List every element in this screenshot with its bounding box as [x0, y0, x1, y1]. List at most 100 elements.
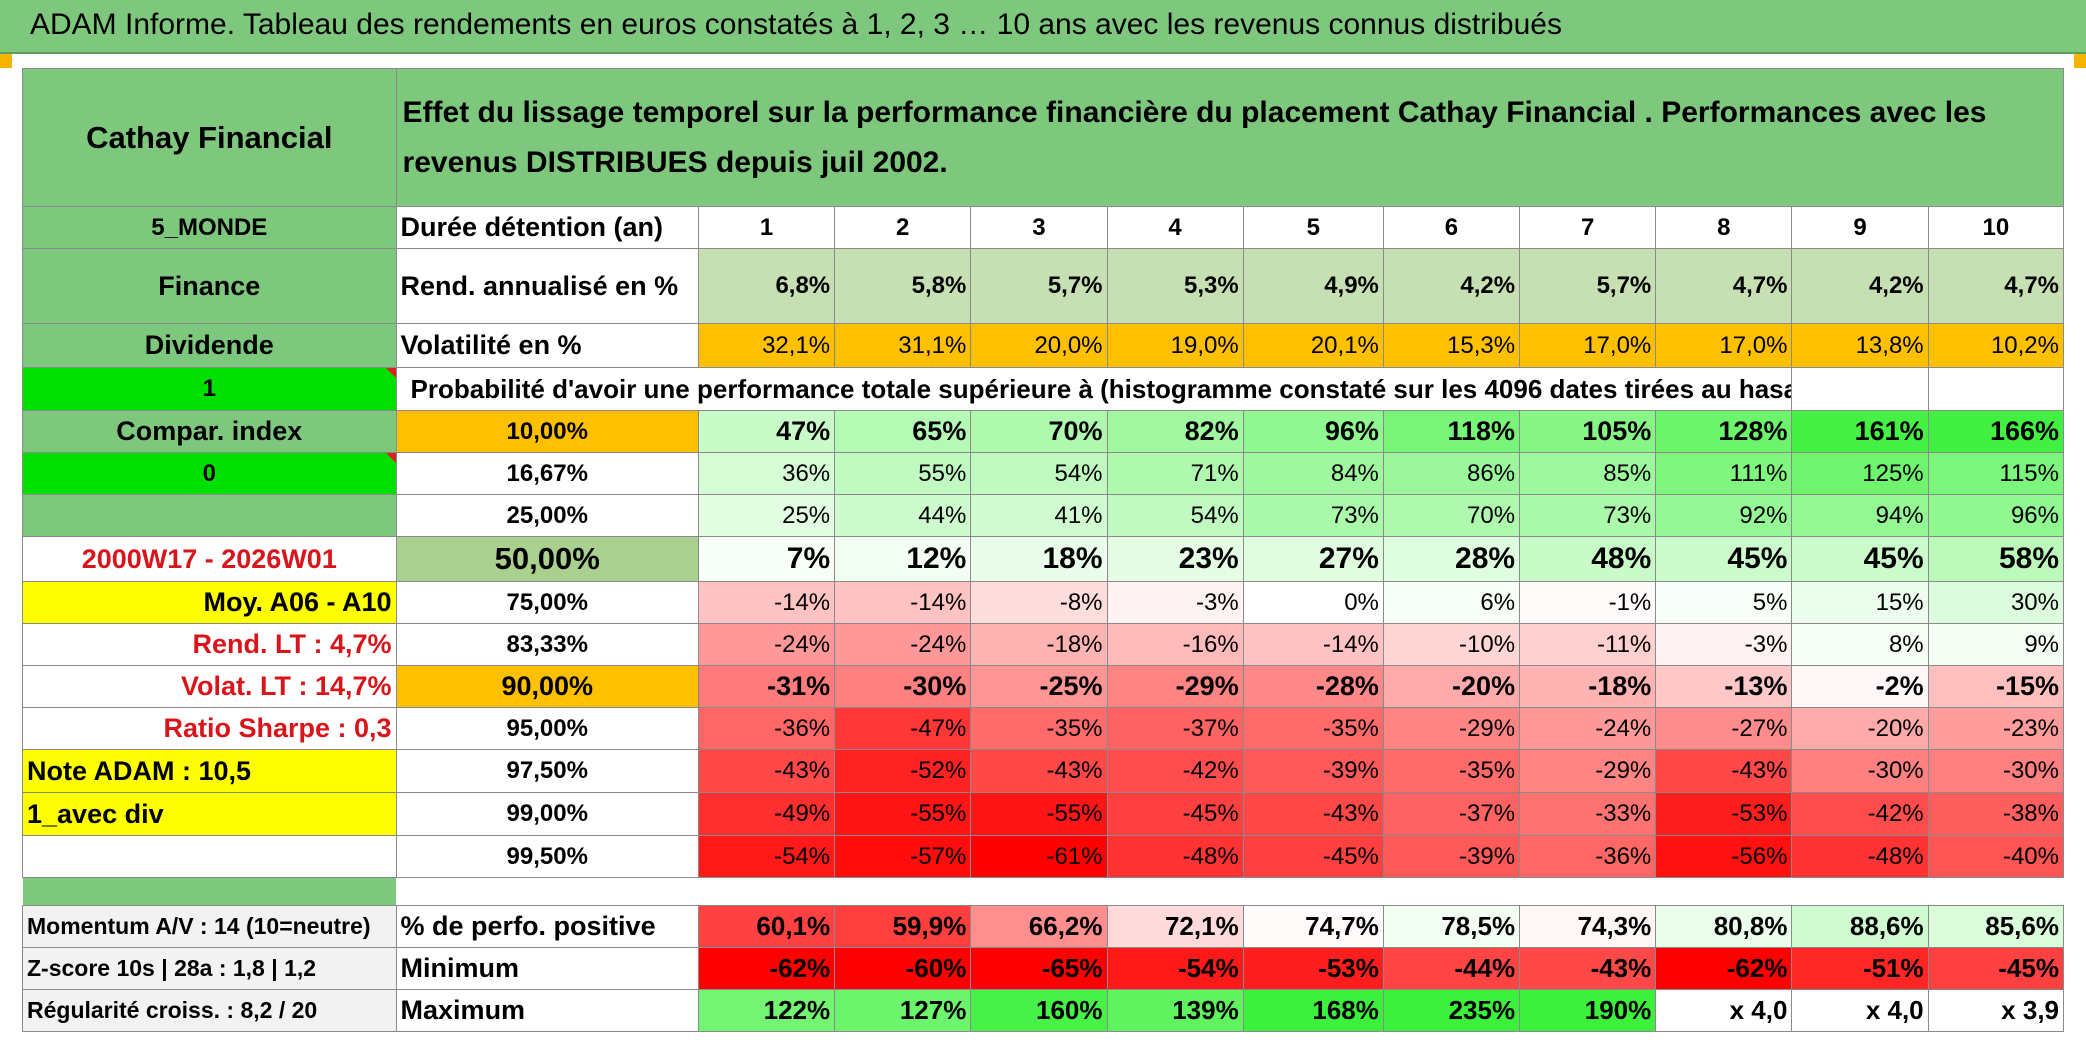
quantile-cell: -29% — [1519, 749, 1657, 793]
quantile-cell: 65% — [834, 410, 972, 453]
vol-cell: 20,0% — [970, 323, 1108, 368]
separator-row — [22, 877, 2064, 906]
spacer-cell — [22, 835, 397, 878]
vol-cell: 17,0% — [1655, 323, 1793, 368]
year-header: 1 — [697, 206, 836, 249]
quantile-cell: -54% — [697, 835, 836, 878]
quantile-cell: -43% — [697, 749, 836, 793]
quantile-cell: -43% — [1242, 792, 1384, 836]
quantile-cell: -3% — [1106, 581, 1244, 624]
quantile-cell: 70% — [970, 410, 1108, 453]
summary-cell: 74,3% — [1519, 905, 1657, 948]
quantile-cell: -14% — [834, 581, 972, 624]
rend-cell: 4,2% — [1382, 248, 1521, 324]
summary-row: Z-score 10s | 28a : 1,8 | 1,2 Minimum -62%… — [22, 947, 2065, 990]
quantile-cell: -39% — [1242, 749, 1384, 793]
rend-cell: 5,7% — [970, 248, 1108, 324]
quantile-row: 2000W17 - 2026W01 50,00% 7% 12% 18% 23% 27% 28%… — [22, 536, 2065, 582]
prob-row: 1 Probabilité d'avoir une performance to… — [22, 367, 2065, 411]
quantile-threshold: 16,67% — [395, 452, 699, 495]
summary-cell: 122% — [697, 989, 836, 1032]
title-bar: ADAM Informe. Tableau des rendements en … — [0, 0, 2086, 54]
year-header: 6 — [1382, 206, 1521, 249]
quantile-cell: -27% — [1655, 707, 1793, 750]
quantile-cell: 71% — [1106, 452, 1244, 495]
quantile-threshold: 99,50% — [395, 835, 699, 878]
quantile-cell: -3% — [1655, 623, 1793, 666]
summary-cell: x 4,0 — [1655, 989, 1793, 1032]
rend-label: Rend. annualisé en % — [395, 248, 699, 324]
rend-row: Finance Rend. annualisé en % 6,8% 5,8% 5… — [22, 248, 2065, 324]
rend-cell: 5,8% — [834, 248, 972, 324]
quantile-cell: -43% — [1655, 749, 1793, 793]
quantile-cell: 9% — [1927, 623, 2065, 666]
summary-cell: 59,9% — [834, 905, 972, 948]
summary-cell: 74,7% — [1242, 905, 1384, 948]
years-row: 5_MONDE Durée détention (an) 1 2 3 4 5 6… — [22, 206, 2065, 249]
quantile-threshold: 95,00% — [395, 707, 699, 750]
summary-cell: 80,8% — [1655, 905, 1793, 948]
summary-cell: 85,6% — [1927, 905, 2065, 948]
separator-space — [396, 878, 2063, 906]
quantile-cell: 25% — [697, 494, 836, 537]
moy-label: Moy. A06 - A10 — [22, 581, 397, 624]
flag-0-cell: 0 — [22, 452, 397, 495]
quantile-cell: 125% — [1791, 452, 1929, 495]
quantile-cell: 92% — [1655, 494, 1793, 537]
quantile-cell: -29% — [1382, 707, 1521, 750]
summary-cell: 66,2% — [970, 905, 1108, 948]
quantile-cell: 36% — [697, 452, 836, 495]
quantile-cell: 105% — [1519, 410, 1657, 453]
quantile-cell: 18% — [970, 536, 1108, 582]
quantile-cell: 86% — [1382, 452, 1521, 495]
summary-side-label: Z-score 10s | 28a : 1,8 | 1,2 — [22, 947, 397, 990]
vol-cell: 15,3% — [1382, 323, 1521, 368]
quantile-cell: -49% — [697, 792, 836, 836]
quantile-cell: 8% — [1791, 623, 1929, 666]
quantile-cell: -33% — [1519, 792, 1657, 836]
rend-cell: 4,2% — [1791, 248, 1929, 324]
vol-cell: 20,1% — [1242, 323, 1384, 368]
quantile-cell: 12% — [834, 536, 972, 582]
quantile-cell: 161% — [1791, 410, 1929, 453]
quantile-row: Ratio Sharpe : 0,3 95,00% -36% -47% -35% -37%… — [22, 707, 2065, 750]
quantile-row: 25,00% 25% 44% 41% 54% 73% 70% 73% 92% 94% 96% — [22, 494, 2065, 537]
quantile-cell: -47% — [834, 707, 972, 750]
quantile-cell: -48% — [1791, 835, 1929, 878]
quantile-cell: 6% — [1382, 581, 1521, 624]
summary-side-label: Momentum A/V : 14 (10=neutre) — [22, 905, 397, 948]
quantile-cell: -25% — [970, 665, 1108, 708]
summary-cell: -62% — [1655, 947, 1793, 990]
sharpe-label: Ratio Sharpe : 0,3 — [22, 707, 397, 750]
quantile-cell: 70% — [1382, 494, 1521, 537]
quantile-cell: -52% — [834, 749, 972, 793]
quantile-threshold: 10,00% — [395, 410, 699, 453]
rend-cell: 5,3% — [1106, 248, 1244, 324]
quantile-row: 99,50% -54% -57% -61% -48% -45% -39% -36% -56% -4… — [22, 835, 2065, 878]
summary-cell: x 3,9 — [1927, 989, 2065, 1032]
quantile-cell: -15% — [1927, 665, 2065, 708]
quantile-cell: -20% — [1791, 707, 1929, 750]
year-header: 7 — [1519, 206, 1657, 249]
vol-cell: 31,1% — [834, 323, 972, 368]
quantile-threshold: 97,50% — [395, 749, 699, 793]
quantile-cell: 45% — [1791, 536, 1929, 582]
quantile-cell: -37% — [1106, 707, 1244, 750]
quantile-row: Moy. A06 - A10 75,00% -14% -14% -8% -3% 0% 6% -1… — [22, 581, 2065, 624]
quantile-threshold: 90,00% — [395, 665, 699, 708]
quantile-cell: 118% — [1382, 410, 1521, 453]
summary-cell: 168% — [1242, 989, 1384, 1032]
quantile-cell: -30% — [1791, 749, 1929, 793]
table-description: Effet du lissage temporel sur la perform… — [395, 68, 2065, 207]
quantile-cell: -29% — [1106, 665, 1244, 708]
summary-cell: 190% — [1519, 989, 1657, 1032]
type-label: Dividende — [22, 323, 397, 368]
quantile-cell: -45% — [1106, 792, 1244, 836]
volat-lt-label: Volat. LT : 14,7% — [22, 665, 397, 708]
quantile-threshold: 83,33% — [395, 623, 699, 666]
summary-label: % de perfo. positive — [395, 905, 699, 948]
summary-label: Minimum — [395, 947, 699, 990]
summary-cell: 235% — [1382, 989, 1521, 1032]
quantile-cell: 27% — [1242, 536, 1384, 582]
quantile-cell: -14% — [1242, 623, 1384, 666]
